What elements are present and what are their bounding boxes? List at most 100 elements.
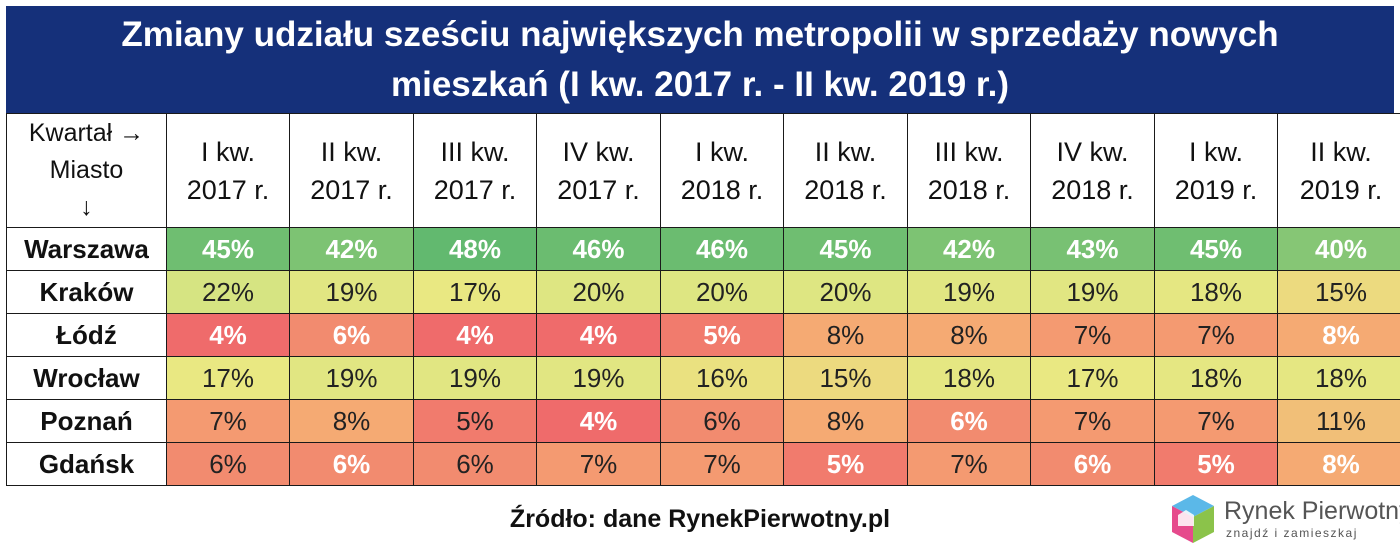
column-header: II kw. 2019 r. (1277, 113, 1400, 228)
column-header-quarter: IV kw. (562, 136, 635, 167)
data-cell: 8% (1277, 442, 1400, 486)
column-header-quarter: II kw. (814, 136, 877, 167)
city-label: Warszawa (6, 227, 167, 271)
column-header-year: 2018 r. (1051, 174, 1134, 205)
data-cell: 17% (166, 356, 290, 400)
data-cell: 40% (1277, 227, 1400, 271)
data-cell: 16% (660, 356, 784, 400)
column-header: I kw. 2017 r. (166, 113, 290, 228)
data-cell: 17% (1030, 356, 1155, 400)
column-header-quarter: II kw. (1310, 136, 1372, 167)
data-cell: 48% (413, 227, 537, 271)
data-cell: 46% (536, 227, 661, 271)
data-cell: 5% (413, 399, 537, 443)
table-body: Warszawa 45% 42% 48% 46% 46% 45% 42% 43% 45% 40% Kr… (6, 227, 1400, 486)
data-cell: 18% (1154, 356, 1278, 400)
data-cell: 19% (1030, 270, 1155, 314)
data-cell: 6% (660, 399, 784, 443)
table-row: Gdańsk 6% 6% 6% 7% 7% 5% 7% 6% 5% 8% (6, 442, 1400, 486)
column-header: II kw. 2017 r. (289, 113, 414, 228)
column-header: I kw. 2019 r. (1154, 113, 1278, 228)
data-cell: 45% (1154, 227, 1278, 271)
table-row: Wrocław 17% 19% 19% 19% 16% 15% 18% 17% 18% 18% (6, 356, 1400, 400)
data-cell: 19% (536, 356, 661, 400)
column-header-year: 2017 r. (310, 174, 393, 205)
table-row: Kraków 22% 19% 17% 20% 20% 20% 19% 19% 18% 15% (6, 270, 1400, 314)
logo-tagline: znajdź i zamieszkaj (1226, 526, 1358, 540)
city-label: Wrocław (6, 356, 167, 400)
column-header-year: 2017 r. (186, 174, 270, 205)
data-cell: 8% (289, 399, 414, 443)
column-header-year: 2018 r. (927, 174, 1011, 205)
city-label: Kraków (6, 270, 167, 314)
data-cell: 6% (413, 442, 537, 486)
data-cell: 5% (1154, 442, 1278, 486)
column-header-quarter: I kw. (694, 136, 749, 167)
data-cell: 19% (413, 356, 537, 400)
corner-header: Kwartał → Miasto ↓ (6, 113, 167, 228)
data-cell: 18% (1154, 270, 1278, 314)
logo: Rynek Pierwotny znajdź i zamieszkaj (1168, 493, 1400, 545)
column-header-quarter: III kw. (440, 136, 510, 167)
column-header-quarter: IV kw. (1056, 136, 1129, 167)
data-cell: 42% (907, 227, 1031, 271)
data-cell: 8% (1277, 313, 1400, 357)
data-cell: 15% (1277, 270, 1400, 314)
data-cell: 19% (289, 270, 414, 314)
data-cell: 22% (166, 270, 290, 314)
title-line-1: Zmiany udziału sześciu największych metr… (121, 14, 1279, 54)
data-cell: 15% (783, 356, 908, 400)
data-cell: 8% (783, 399, 908, 443)
column-header: I kw. 2018 r. (660, 113, 784, 228)
data-cell: 17% (413, 270, 537, 314)
table-row: Łódź 4% 6% 4% 4% 5% 8% 8% 7% 7% 8% (6, 313, 1400, 357)
data-table: Kwartał → Miasto ↓ I kw. 2017 r. II kw. 201… (6, 113, 1400, 486)
data-cell: 20% (536, 270, 661, 314)
data-cell: 6% (289, 442, 414, 486)
city-label: Gdańsk (6, 442, 167, 486)
data-cell: 46% (660, 227, 784, 271)
data-cell: 6% (1030, 442, 1155, 486)
city-label: Poznań (6, 399, 167, 443)
data-cell: 7% (660, 442, 784, 486)
chart-title: Zmiany udziału sześciu największych metr… (6, 6, 1394, 113)
data-cell: 7% (1030, 313, 1155, 357)
data-cell: 7% (907, 442, 1031, 486)
data-cell: 8% (783, 313, 908, 357)
corner-quarter-label: Kwartał → (28, 119, 145, 147)
column-header: II kw. 2018 r. (783, 113, 908, 228)
column-header-year: 2017 r. (557, 174, 640, 205)
column-header-year: 2019 r. (1299, 174, 1383, 205)
data-cell: 20% (783, 270, 908, 314)
data-cell: 5% (660, 313, 784, 357)
data-cell: 18% (907, 356, 1031, 400)
data-cell: 6% (289, 313, 414, 357)
column-header-year: 2019 r. (1174, 174, 1258, 205)
data-cell: 4% (413, 313, 537, 357)
house-cube-icon (1172, 495, 1214, 543)
table-row: Warszawa 45% 42% 48% 46% 46% 45% 42% 43% 45% 40% (6, 227, 1400, 271)
data-cell: 20% (660, 270, 784, 314)
logo-name: Rynek Pierwotny (1224, 497, 1400, 525)
column-header: IV kw. 2018 r. (1030, 113, 1155, 228)
data-cell: 7% (166, 399, 290, 443)
table-row: Poznań 7% 8% 5% 4% 6% 8% 6% 7% 7% 11% (6, 399, 1400, 443)
column-header-quarter: I kw. (1188, 136, 1243, 167)
data-cell: 5% (783, 442, 908, 486)
column-header-year: 2018 r. (804, 174, 887, 205)
data-cell: 19% (289, 356, 414, 400)
column-header: IV kw. 2017 r. (536, 113, 661, 228)
down-arrow-icon: ↓ (80, 193, 93, 221)
column-header-quarter: III kw. (934, 136, 1004, 167)
data-cell: 43% (1030, 227, 1155, 271)
data-cell: 19% (907, 270, 1031, 314)
data-cell: 6% (907, 399, 1031, 443)
column-header-year: 2018 r. (680, 174, 764, 205)
data-cell: 11% (1277, 399, 1400, 443)
column-header-quarter: II kw. (320, 136, 383, 167)
header-row: Kwartał → Miasto ↓ I kw. 2017 r. II kw. 201… (6, 113, 1400, 228)
corner-city-label: Miasto (49, 156, 124, 184)
data-cell: 18% (1277, 356, 1400, 400)
data-cell: 45% (783, 227, 908, 271)
column-header: III kw. 2017 r. (413, 113, 537, 228)
